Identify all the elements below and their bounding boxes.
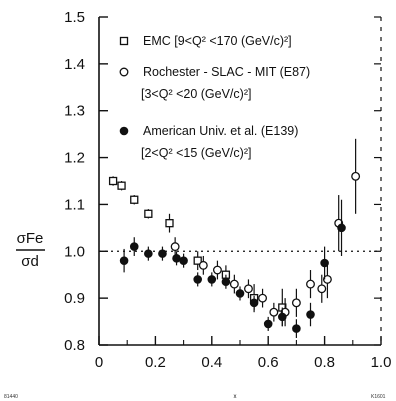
y-tick-label: 1.1 <box>64 196 85 213</box>
legend-entry-line2: [2<Q² <15 (GeV/c)²] <box>141 146 251 160</box>
y-tick-label: 1.4 <box>64 56 85 73</box>
open-square-marker <box>117 181 126 190</box>
y-tick-label: 1.2 <box>64 150 85 167</box>
open-circle-marker <box>119 67 129 77</box>
filled-circle-marker <box>193 275 202 284</box>
filled-circle-marker <box>221 277 231 287</box>
open-circle-marker <box>269 307 279 317</box>
open-square-marker <box>165 219 174 228</box>
open-circle-marker <box>244 284 253 294</box>
y-axis-label-denominator: σd <box>21 253 39 270</box>
legend: EMC [9<Q² <170 (GeV/c)²] Rochester - SLAC… <box>119 34 310 160</box>
open-circle-marker <box>322 274 332 284</box>
x-tick-label: 0.4 <box>201 354 222 371</box>
open-circle-marker <box>212 265 222 275</box>
filled-circle-marker <box>119 256 129 265</box>
filled-circle-marker <box>278 312 287 322</box>
open-square-marker <box>193 256 202 265</box>
open-circle-marker <box>351 171 361 181</box>
open-circle-marker <box>291 298 301 308</box>
filled-circle-marker <box>292 324 301 333</box>
data-points <box>108 138 361 338</box>
x-tick-label: 0.2 <box>145 354 166 371</box>
x-tick-label: 0 <box>95 354 103 371</box>
filled-circle-marker <box>263 319 273 329</box>
y-tick-label: 0.9 <box>64 290 85 307</box>
open-square-marker <box>130 195 139 204</box>
filled-circle-marker <box>144 249 153 258</box>
filled-circle-marker <box>249 298 259 308</box>
legend-entry-line1: EMC [9<Q² <170 (GeV/c)²] <box>143 34 292 48</box>
open-square-marker <box>108 176 118 186</box>
y-tick-label: 0.8 <box>64 337 85 354</box>
x-tick-label: 0.6 <box>258 354 279 371</box>
open-circle-marker <box>170 242 180 252</box>
y-tick-label: 1.5 <box>64 9 85 26</box>
filled-circle-marker <box>172 254 181 263</box>
legend-entry-line1: American Univ. et al. (E139) <box>143 124 298 138</box>
filled-circle-marker <box>119 126 129 136</box>
open-square-marker <box>144 209 153 218</box>
filled-circle-marker <box>320 258 329 268</box>
filled-circle-marker <box>179 256 188 265</box>
filled-circle-marker <box>235 289 245 298</box>
filled-circle-marker <box>158 249 167 258</box>
x-axis-label: x <box>234 394 237 400</box>
x-tick-label: 0.8 <box>314 354 335 371</box>
open-circle-marker <box>258 293 268 303</box>
axes: 0.8 0.9 1.0 1.1 1.2 1.3 1.4 1.5 0 0.2 0.4 0.6 0.8 1.0 <box>64 9 391 371</box>
open-circle-marker <box>317 284 327 294</box>
filled-circle-marker <box>129 242 139 251</box>
open-circle-marker <box>306 279 315 289</box>
x-tick-label: 1.0 <box>371 354 392 371</box>
open-square-marker <box>119 36 129 46</box>
filled-circle-marker <box>306 310 315 319</box>
open-circle-marker <box>198 260 208 270</box>
legend-entry-line1: Rochester - SLAC - MIT (E87) <box>143 65 310 79</box>
y-tick-label: 1.0 <box>64 243 85 260</box>
open-circle-marker <box>229 279 239 289</box>
corner-mark-right: K1601 <box>371 394 386 400</box>
corner-mark-left: 81440 <box>4 394 18 400</box>
filled-circle-marker <box>337 223 346 233</box>
legend-entry-line2: [3<Q² <20 (GeV/c)²] <box>141 87 251 101</box>
filled-circle-marker <box>207 275 217 284</box>
y-axis-label-numerator: σFe <box>17 230 44 247</box>
y-tick-label: 1.3 <box>64 103 85 120</box>
